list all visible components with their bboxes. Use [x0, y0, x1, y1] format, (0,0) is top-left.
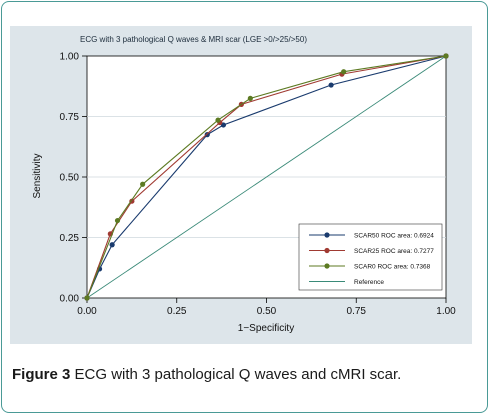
y-tick-label: 0.25 — [60, 233, 80, 244]
data-point — [114, 217, 121, 224]
data-point — [140, 181, 146, 187]
x-tick-label: 0.25 — [167, 306, 187, 317]
data-point — [247, 95, 253, 101]
legend-marker — [324, 232, 330, 238]
roc-chart: ECG with 3 pathological Q waves & MRI sc… — [10, 26, 472, 344]
legend-label: SCAR50 ROC area: 0.6924 — [354, 233, 434, 240]
y-tick-label: 0.00 — [60, 294, 80, 305]
legend-label: Reference — [354, 279, 384, 286]
data-point — [109, 242, 115, 248]
chart-panel: ECG with 3 pathological Q waves & MRI sc… — [10, 26, 472, 344]
y-tick-label: 0.75 — [60, 112, 80, 123]
y-axis-label: Sensitivity — [32, 153, 43, 198]
legend-label: SCAR25 ROC area: 0.7277 — [354, 248, 434, 255]
chart-title: ECG with 3 pathological Q waves & MRI sc… — [80, 35, 307, 44]
legend-marker — [324, 263, 330, 269]
legend-label: SCAR0 ROC area: 0.7368 — [354, 264, 431, 271]
figure-caption: Figure 3 ECG with 3 pathological Q waves… — [12, 366, 401, 383]
data-point — [341, 69, 347, 75]
x-tick-label: 1.00 — [436, 306, 456, 317]
data-point — [328, 82, 334, 88]
figure-label: Figure 3 — [12, 366, 71, 383]
x-tick-label: 0.50 — [257, 306, 277, 317]
series-line — [86, 55, 447, 299]
figure-caption-text: ECG with 3 pathological Q waves and cMRI… — [70, 366, 402, 383]
data-point — [215, 117, 221, 123]
y-tick-label: 0.50 — [60, 173, 80, 184]
x-tick-label: 0.75 — [347, 306, 367, 317]
data-point — [84, 295, 90, 301]
x-tick-label: 0.00 — [77, 306, 97, 317]
data-point — [443, 53, 449, 59]
x-axis-label: 1−Specificity — [238, 323, 294, 334]
legend-marker — [324, 247, 330, 254]
y-tick-label: 1.00 — [60, 52, 80, 63]
